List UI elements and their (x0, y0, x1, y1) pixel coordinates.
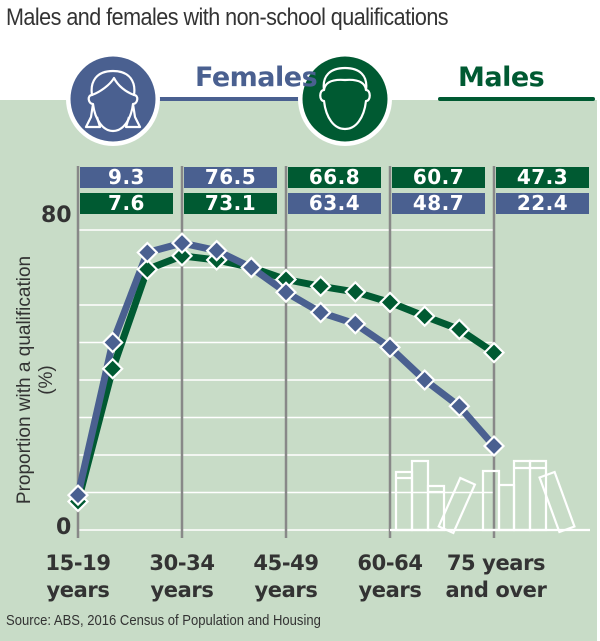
x-tick-line1: 60-64 (357, 551, 423, 575)
source-note: Source: ABS, 2016 Census of Population a… (6, 613, 321, 629)
value-box-1-bottom: 73.1 (184, 193, 277, 214)
legend-icons (66, 52, 595, 146)
value-box-3-top: 60.7 (392, 167, 485, 188)
x-tick-75-and-over: 75 years and over (441, 550, 551, 604)
males-marker-50-54 (309, 275, 332, 298)
y-tick-80: 80 (41, 203, 72, 228)
data-markers (66, 232, 506, 513)
x-tick-line1: 30-34 (149, 551, 215, 575)
y-axis-label-line1: Proportion with a qualification (14, 255, 35, 505)
females-marker-25-29 (136, 241, 159, 264)
x-tick-line1: 15-19 (45, 551, 111, 575)
value-box-2-top: 66.8 (288, 167, 381, 188)
males-marker-55-59 (344, 280, 367, 303)
females-marker-35-39 (205, 239, 228, 262)
value-box-3-bottom: 48.7 (392, 193, 485, 214)
y-axis-label-line2: (%) (36, 365, 57, 395)
chart-panel (0, 100, 597, 641)
books-illustration (390, 459, 590, 535)
males-marker-65-69 (413, 305, 436, 328)
x-tick-45-49: 45-49 years (231, 550, 341, 604)
males-marker-75 years and over (482, 341, 506, 364)
females-marker-40-44 (240, 256, 263, 279)
x-tick-line1: 45-49 (253, 551, 319, 575)
females-marker-60-64 (378, 336, 402, 359)
females-marker-15-19 (66, 484, 90, 507)
males-marker-70-74 (448, 318, 471, 341)
females-marker-65-69 (413, 368, 436, 392)
legend-females-label: Females (195, 62, 318, 93)
x-tick-30-34: 30-34 years (127, 550, 237, 604)
x-tick-line2: years (150, 578, 214, 602)
females-marker-50-54 (309, 301, 332, 324)
females-marker-70-74 (448, 395, 471, 418)
value-box-0-top: 9.3 (80, 167, 173, 188)
value-box-4-top: 47.3 (496, 167, 589, 188)
value-box-1-top: 76.5 (184, 167, 277, 188)
males-marker-20-24 (101, 357, 124, 380)
male-face-icon (319, 66, 371, 131)
value-box-0-bottom: 7.6 (80, 193, 173, 214)
chart-title: Males and females with non-school qualif… (6, 4, 449, 31)
value-box-2-bottom: 63.4 (288, 193, 381, 214)
value-box-4-bottom: 22.4 (496, 193, 589, 214)
females-marker-75 years and over (482, 434, 506, 458)
x-tick-line2: and over (445, 578, 547, 602)
x-tick-line2: years (46, 578, 110, 602)
female-face-icon (84, 69, 142, 133)
x-tick-15-19: 15-19 years (23, 550, 133, 604)
legend-males-label: Males (458, 62, 545, 93)
males-marker-60-64 (378, 291, 402, 314)
x-tick-60-64: 60-64 years (335, 550, 445, 604)
females-marker-55-59 (344, 312, 367, 335)
females-marker-20-24 (101, 331, 124, 354)
category-lines (76, 166, 496, 538)
females-marker-30-34 (170, 232, 194, 255)
males-marker-25-29 (136, 258, 159, 281)
males-marker-30-34 (170, 244, 194, 267)
x-tick-line2: years (254, 578, 318, 602)
females-marker-45-49 (274, 281, 298, 304)
x-tick-line2: years (358, 578, 422, 602)
x-tick-line1: 75 years (446, 551, 546, 575)
y-tick-0: 0 (56, 515, 72, 540)
